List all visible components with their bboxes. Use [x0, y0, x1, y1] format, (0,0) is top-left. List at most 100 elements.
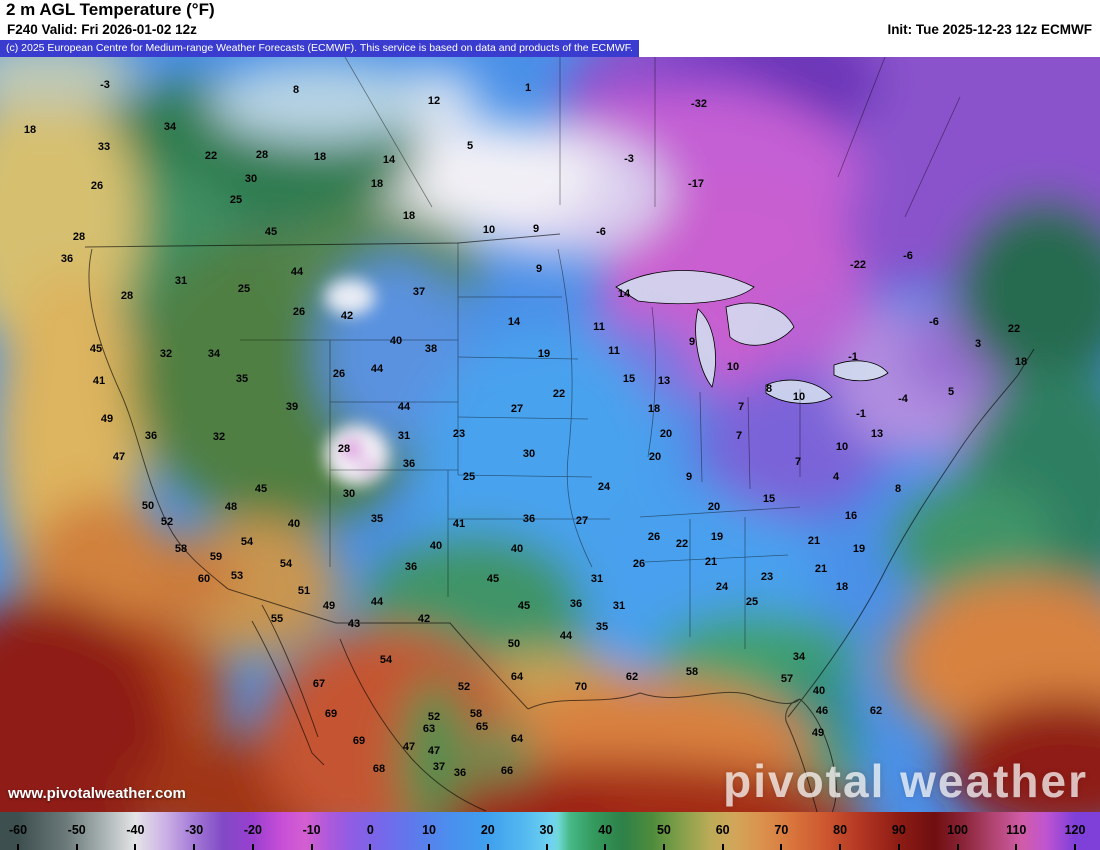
temperature-value-label: 36 [522, 513, 536, 525]
temperature-value-label: 15 [762, 493, 776, 505]
temperature-value-label: 28 [255, 149, 269, 161]
colorbar-tick-mark [1015, 844, 1018, 850]
temperature-value-label: 53 [230, 570, 244, 582]
temperature-value-label: 45 [89, 343, 103, 355]
temperature-value-label: 64 [510, 733, 524, 745]
colorbar-tick-mark [839, 844, 842, 850]
temperature-value-label: 41 [92, 375, 106, 387]
site-url[interactable]: www.pivotalweather.com [8, 785, 186, 802]
temperature-value-label: 68 [372, 763, 386, 775]
temperature-value-label: -3 [624, 153, 634, 165]
temperature-value-label: 19 [537, 348, 551, 360]
temperature-value-label: 20 [707, 501, 721, 513]
temperature-value-label: 62 [625, 671, 639, 683]
brand-watermark: pivotal weather [723, 755, 1088, 807]
temperature-value-label: 10 [792, 391, 806, 403]
temperature-value-label: 25 [462, 471, 476, 483]
coastlines-borders [84, 233, 1035, 812]
temperature-value-label: 28 [72, 231, 86, 243]
colorbar-tick-mark [486, 844, 489, 850]
temperature-value-label: 13 [657, 375, 671, 387]
init-time-label: Init: Tue 2025-12-23 12z ECMWF [887, 22, 1092, 37]
temperature-value-label: -32 [691, 98, 707, 110]
temperature-value-label: 18 [370, 178, 384, 190]
colorbar-tick-label: 20 [480, 822, 495, 837]
temperature-value-label: 7 [735, 430, 743, 442]
temperature-value-label: 52 [427, 711, 441, 723]
temperature-value-label: 54 [279, 558, 293, 570]
temperature-value-label: 40 [389, 335, 403, 347]
temperature-value-label: 49 [811, 727, 825, 739]
temperature-labels-layer: -3 8 12 1 -32 18 34 33 22 28 18 14 5 -3 26 30 18 -17 25 18 1… [0, 57, 1100, 812]
forecast-map[interactable]: -3 8 12 1 -32 18 34 33 22 28 18 14 5 -3 26 30 18 -17 25 18 1… [0, 57, 1100, 812]
temperature-value-label: 43 [347, 618, 361, 630]
temperature-value-label: 18 [313, 151, 327, 163]
temperature-value-label: 37 [412, 286, 426, 298]
valid-time-label: F240 Valid: Fri 2026-01-02 12z [7, 22, 197, 37]
temperature-value-label: 25 [745, 596, 759, 608]
temperature-value-label: 44 [370, 363, 384, 375]
temperature-value-label: 44 [370, 596, 384, 608]
temperature-value-label: 24 [715, 581, 729, 593]
colorbar-tick-mark [17, 844, 19, 850]
temperature-value-label: 44 [559, 630, 573, 642]
temperature-value-label: 8 [292, 84, 300, 96]
temperature-value-label: 58 [685, 666, 699, 678]
temperature-value-label: 66 [500, 765, 514, 777]
temperature-value-label: 45 [254, 483, 268, 495]
temperature-value-label: 38 [424, 343, 438, 355]
colorbar-tick-label: 30 [539, 822, 554, 837]
colorbar-tick-label: 10 [422, 822, 436, 837]
temperature-value-label: 31 [174, 275, 188, 287]
temperature-value-label: 34 [163, 121, 177, 133]
temperature-value-label: 10 [482, 224, 496, 236]
temperature-value-label: 15 [622, 373, 636, 385]
colorbar-tick-label: 100 [947, 822, 968, 837]
temperature-value-label: 18 [23, 124, 37, 136]
colorbar-tick-mark [1074, 844, 1076, 850]
colorbar-tick-label: 80 [833, 822, 848, 837]
temperature-value-label: 45 [264, 226, 278, 238]
temperature-value-label: 37 [432, 761, 446, 773]
forecast-time-row: F240 Valid: Fri 2026-01-02 12z Init: Tue… [0, 21, 1100, 40]
temperature-value-label: 23 [760, 571, 774, 583]
temperature-value-label: 9 [532, 223, 540, 235]
temperature-value-label: 14 [382, 154, 396, 166]
temperature-value-label: 58 [174, 543, 188, 555]
colorbar-tick-mark [604, 844, 607, 850]
temperature-value-label: -6 [903, 250, 913, 262]
temperature-value-label: 10 [726, 361, 740, 373]
temperature-value-label: 36 [60, 253, 74, 265]
temperature-value-label: 26 [647, 531, 661, 543]
temperature-value-label: -17 [688, 178, 704, 190]
temperature-value-label: 52 [160, 516, 174, 528]
temperature-value-label: 24 [597, 481, 611, 493]
temperature-value-label: 59 [209, 551, 223, 563]
temperature-value-label: 52 [457, 681, 471, 693]
temperature-value-label: 40 [429, 540, 443, 552]
temperature-value-label: 18 [835, 581, 849, 593]
colorbar-tick-label: -10 [302, 822, 321, 837]
temperature-value-label: 28 [337, 443, 351, 455]
colorbar-tick-mark [134, 844, 137, 850]
temperature-value-label: 19 [710, 531, 724, 543]
colorbar [0, 812, 1100, 850]
temperature-value-label: 50 [507, 638, 521, 650]
temperature-value-label: 36 [144, 430, 158, 442]
temperature-value-label: 63 [422, 723, 436, 735]
cold-pockets [325, 279, 389, 485]
colorbar-tick-mark [780, 844, 783, 850]
temperature-value-label: 69 [324, 708, 338, 720]
temperature-value-label: 21 [814, 563, 828, 575]
temperature-value-label: 8 [765, 383, 773, 395]
temperature-value-label: 13 [870, 428, 884, 440]
temperature-value-label: 14 [507, 316, 521, 328]
colorbar-tick-mark [662, 844, 665, 850]
temperature-value-label: 70 [574, 681, 588, 693]
temperature-value-label: 50 [141, 500, 155, 512]
temperature-value-label: 54 [240, 536, 254, 548]
temperature-value-label: 39 [285, 401, 299, 413]
colorbar-tick-mark [310, 844, 313, 850]
colorbar-tick-label: 120 [1064, 822, 1086, 837]
temperature-value-label: 40 [812, 685, 826, 697]
